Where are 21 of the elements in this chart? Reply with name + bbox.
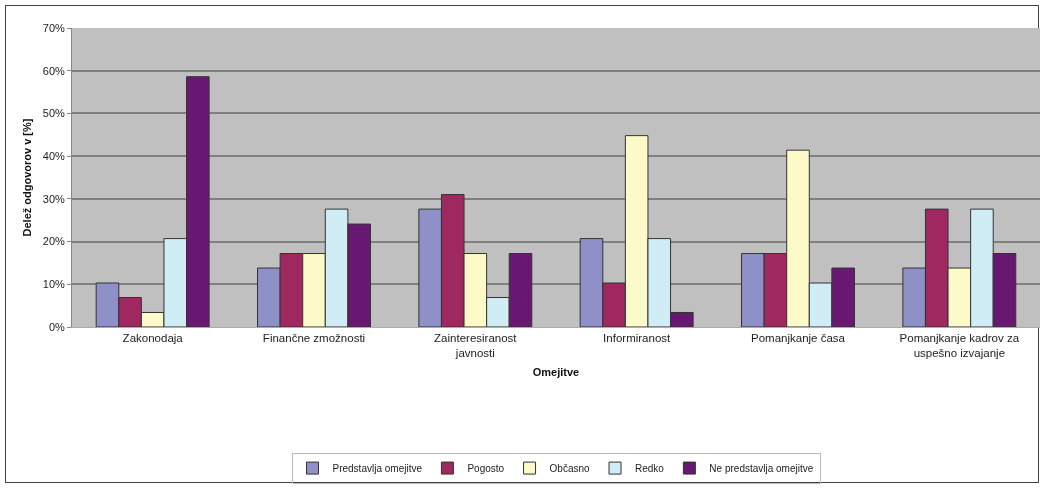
x-tick-label: Informiranost xyxy=(603,331,672,344)
x-tick-label: Zainteresiranost javnosti xyxy=(434,331,518,359)
x-tick-label: Pomanjkanje časa xyxy=(751,331,846,344)
y-tick-label: 30% xyxy=(42,192,65,205)
legend-label: Občasno xyxy=(549,462,591,474)
y-tick-label: 10% xyxy=(42,278,65,291)
y-tick-label: 60% xyxy=(42,64,65,77)
x-tick-label: Zakonodaja xyxy=(122,331,184,344)
legend-label: Predstavlja omejitve xyxy=(332,462,423,474)
y-tick-label: 20% xyxy=(42,235,65,248)
y-tick-label: 40% xyxy=(42,149,65,162)
x-axis-title: Omejitve xyxy=(532,365,580,378)
y-tick-label: 50% xyxy=(42,107,65,120)
y-axis-title: Delež odgovorov v [%] xyxy=(21,118,34,237)
y-tick-label: 0% xyxy=(48,320,66,333)
legend-label: Ne predstavlja omejitve xyxy=(709,462,814,474)
legend-label: Redko xyxy=(635,462,665,474)
x-tick-label: Pomanjkanje kadrov za uspešno izvajanje xyxy=(899,331,1020,359)
y-tick-label: 70% xyxy=(42,21,65,34)
legend-label: Pogosto xyxy=(467,462,505,474)
x-tick-label: Finančne zmožnosti xyxy=(262,331,366,344)
